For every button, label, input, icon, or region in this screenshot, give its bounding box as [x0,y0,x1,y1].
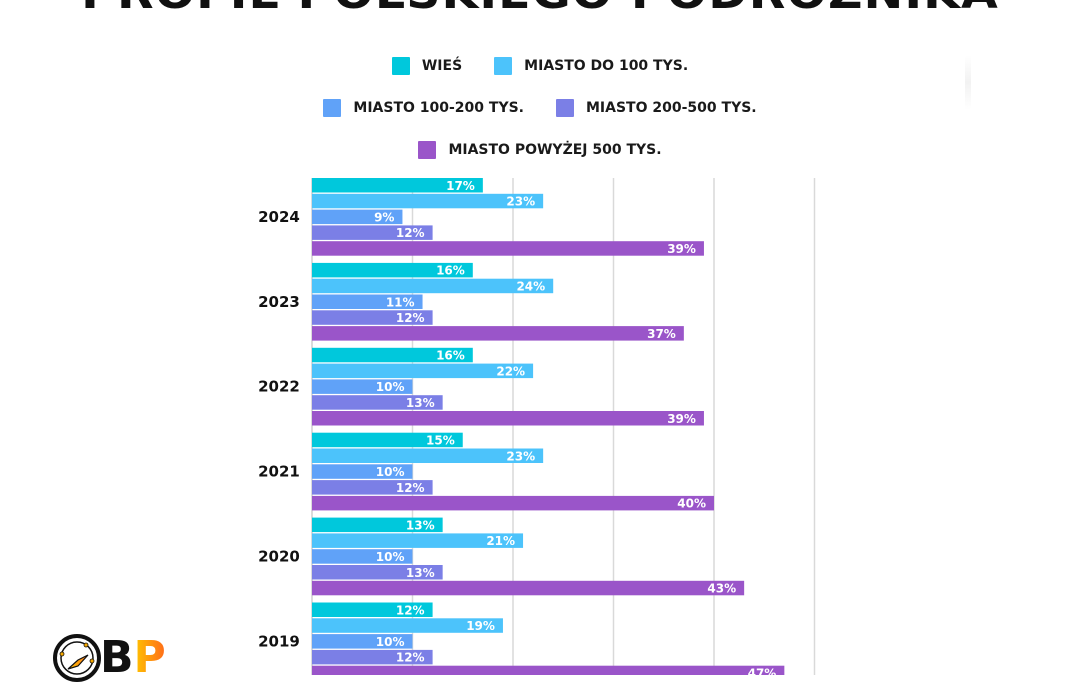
bar [312,193,544,209]
category-label: 2023 [258,293,300,311]
legend-swatch [418,141,437,159]
legend-item-miasto-100-200: MIASTO 100-200 TYS. [323,99,524,117]
data-label: 13% [406,566,435,580]
data-label: 23% [506,449,535,463]
data-label: 12% [396,481,425,495]
legend-row-2: MIASTO 100-200 TYS. MIASTO 200-500 TYS. [0,99,1080,117]
legend-item-wies: WIEŚ [391,57,463,75]
data-label: 17% [446,179,475,193]
data-label: 11% [386,295,415,309]
data-label: 13% [406,396,435,410]
bar [312,326,684,341]
bar [312,448,544,463]
bar [312,549,413,564]
data-label: 16% [436,349,465,363]
bar [312,411,704,426]
bar [312,665,785,675]
data-label: 47% [748,666,777,675]
legend-label: MIASTO POWYŻEJ 500 TYS. [448,142,662,158]
category-label: 2019 [258,632,300,650]
legend-swatch [556,99,574,117]
bar [312,649,433,665]
data-label: 9% [374,210,394,224]
legend-label: WIEŚ [421,58,463,74]
legend-label: MIASTO 100-200 TYS. [353,100,524,116]
logo-letter-b: B [100,632,134,683]
data-label: 12% [396,603,425,617]
bar [312,241,704,256]
bar [312,294,423,309]
bar [312,634,413,649]
category-label: 2024 [258,208,300,226]
data-label: 12% [396,311,425,325]
bar [312,178,483,193]
compass-gauge-icon [53,634,101,682]
decorative-shadow [965,55,971,110]
category-label: 2021 [258,463,300,481]
data-label: 10% [376,550,405,564]
legend-item-miasto-200-500: MIASTO 200-500 TYS. [556,99,757,117]
bar [312,225,433,240]
data-label: 39% [667,242,696,256]
data-label: 24% [516,279,545,293]
bar [312,278,554,294]
bar [312,602,433,617]
legend-item-miasto-do-100: MIASTO DO 100 TYS. [494,57,688,75]
data-label: 12% [396,226,425,240]
bar [312,379,413,394]
category-label: 2022 [258,378,300,396]
data-label: 13% [406,518,435,532]
legend-row-1: WIEŚ MIASTO DO 100 TYS. [0,57,1080,75]
data-label: 10% [376,635,405,649]
legend-item-miasto-powyzej-500: MIASTO POWYŻEJ 500 TYS. [418,141,662,159]
logo-text: BP [100,636,166,680]
data-label: 16% [436,264,465,278]
data-label: 22% [496,364,525,378]
data-label: 39% [667,412,696,426]
logo-letter-p: P [133,632,166,683]
bar [312,480,433,495]
chart-title: PROFIL POLSKIEGO PODRÓŻNIKA [0,0,1080,18]
bar [312,565,443,580]
legend-swatch [391,57,410,75]
bar [312,209,403,225]
data-label: 10% [376,465,405,479]
data-label: 37% [647,327,676,341]
bar [312,310,433,325]
legend-label: MIASTO 200-500 TYS. [586,100,757,116]
bar [312,580,745,596]
data-label: 23% [506,195,535,209]
data-label: 21% [486,534,515,548]
bar [312,517,443,533]
data-label: 43% [707,582,736,596]
legend-swatch [494,57,513,75]
category-label: 2020 [258,547,300,565]
bar [312,533,524,548]
bar [312,363,534,379]
bar [312,395,443,410]
legend-row-3: MIASTO POWYŻEJ 500 TYS. [0,141,1080,159]
bar [312,347,473,363]
legend-label: MIASTO DO 100 TYS. [524,58,689,74]
bar [312,432,463,448]
legend-swatch [323,99,342,117]
data-label: 10% [376,380,405,394]
bar [312,495,714,511]
data-label: 19% [466,619,495,633]
bar [312,464,413,479]
bar [312,618,503,633]
bar [312,262,473,278]
data-label: 40% [677,497,706,511]
data-label: 15% [426,433,455,447]
data-label: 12% [396,651,425,665]
